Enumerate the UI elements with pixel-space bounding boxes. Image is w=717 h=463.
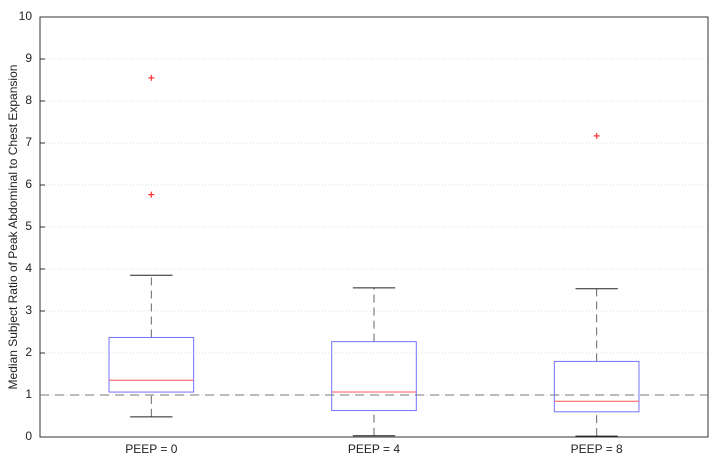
y-tick-label: 5	[25, 219, 32, 233]
outlier	[148, 74, 155, 81]
y-tick-label: 6	[25, 177, 32, 191]
y-tick-label: 0	[25, 429, 32, 443]
x-tick-label: PEEP = 0	[125, 442, 177, 456]
y-tick-label: 4	[25, 261, 32, 275]
y-tick-label: 3	[25, 303, 32, 317]
axes-frame	[39, 16, 709, 438]
y-tick-label: 2	[25, 345, 32, 359]
y-tick-label: 1	[25, 387, 32, 401]
y-tick-label: 8	[25, 93, 32, 107]
x-tick-label: PEEP = 4	[348, 442, 400, 456]
y-tick-label: 7	[25, 135, 32, 149]
x-tick-label: PEEP = 8	[571, 442, 623, 456]
outlier	[148, 191, 155, 198]
y-tick-label: 10	[19, 9, 33, 23]
box	[331, 341, 417, 412]
box	[108, 336, 195, 393]
outlier	[593, 132, 600, 139]
y-tick-label: 9	[25, 51, 32, 65]
y-axis-label: Median Subject Ratio of Peak Abdominal t…	[6, 65, 20, 390]
box	[553, 360, 640, 413]
